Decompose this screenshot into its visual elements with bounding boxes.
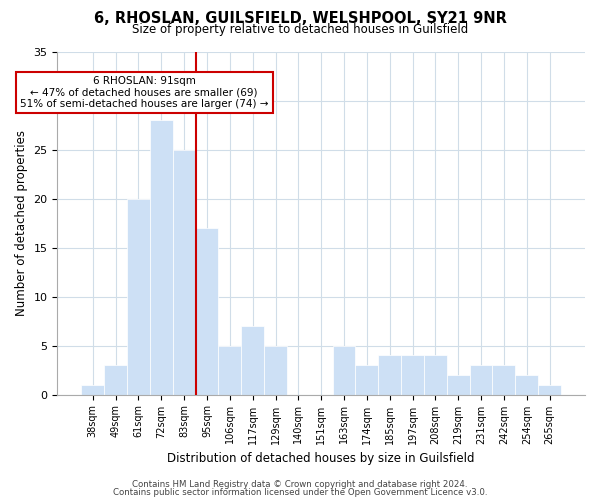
- Bar: [218, 346, 241, 395]
- Bar: [401, 356, 424, 395]
- Text: Contains HM Land Registry data © Crown copyright and database right 2024.: Contains HM Land Registry data © Crown c…: [132, 480, 468, 489]
- Bar: [241, 326, 264, 394]
- Text: 6 RHOSLAN: 91sqm
← 47% of detached houses are smaller (69)
51% of semi-detached : 6 RHOSLAN: 91sqm ← 47% of detached house…: [20, 76, 268, 109]
- X-axis label: Distribution of detached houses by size in Guilsfield: Distribution of detached houses by size …: [167, 452, 475, 465]
- Bar: [424, 356, 447, 395]
- Bar: [379, 356, 401, 395]
- Bar: [173, 150, 196, 394]
- Bar: [104, 365, 127, 394]
- Y-axis label: Number of detached properties: Number of detached properties: [15, 130, 28, 316]
- Bar: [332, 346, 355, 395]
- Bar: [515, 375, 538, 394]
- Bar: [264, 346, 287, 395]
- Text: Size of property relative to detached houses in Guilsfield: Size of property relative to detached ho…: [132, 22, 468, 36]
- Bar: [196, 228, 218, 394]
- Text: 6, RHOSLAN, GUILSFIELD, WELSHPOOL, SY21 9NR: 6, RHOSLAN, GUILSFIELD, WELSHPOOL, SY21 …: [94, 11, 506, 26]
- Bar: [127, 198, 150, 394]
- Bar: [82, 385, 104, 394]
- Text: Contains public sector information licensed under the Open Government Licence v3: Contains public sector information licen…: [113, 488, 487, 497]
- Bar: [447, 375, 470, 394]
- Bar: [538, 385, 561, 394]
- Bar: [470, 365, 493, 394]
- Bar: [493, 365, 515, 394]
- Bar: [355, 365, 379, 394]
- Bar: [150, 120, 173, 394]
